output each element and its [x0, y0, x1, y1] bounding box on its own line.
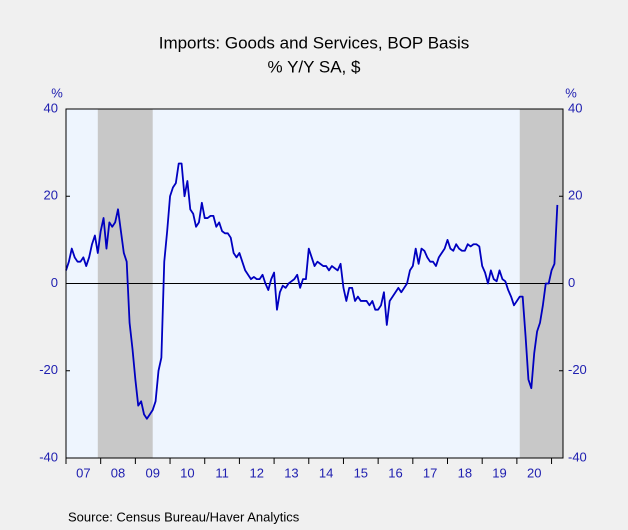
y2-tick-label: 0: [568, 275, 575, 290]
x-tick-label: 18: [458, 465, 472, 480]
y-tick-label: 0: [51, 275, 58, 290]
y2-tick-label: -40: [568, 449, 587, 464]
x-tick-label: 16: [388, 465, 402, 480]
y-tick-label: 20: [44, 188, 58, 203]
y2-tick-label: 20: [568, 188, 582, 203]
x-tick-label: 07: [76, 465, 90, 480]
x-tick-label: 13: [284, 465, 298, 480]
x-tick-label: 19: [492, 465, 506, 480]
source-note: Source: Census Bureau/Haver Analytics: [68, 509, 300, 524]
x-tick-label: 12: [250, 465, 264, 480]
y2-tick-label: -20: [568, 362, 587, 377]
y-tick-label: -20: [39, 362, 58, 377]
chart-title: Imports: Goods and Services, BOP Basis: [159, 33, 470, 52]
x-tick-label: 15: [354, 465, 368, 480]
data-line: [65, 162, 559, 420]
chart-subtitle: % Y/Y SA, $: [268, 57, 361, 76]
x-tick-label: 11: [215, 465, 229, 480]
plot-border: [65, 108, 564, 459]
x-tick-label: 09: [145, 465, 159, 480]
x-tick-label: 14: [319, 465, 333, 480]
y2-tick-label: 40: [568, 100, 582, 115]
x-tick-label: 08: [111, 465, 125, 480]
y-unit-right: %: [565, 85, 577, 100]
x-tick-label: 10: [180, 465, 194, 480]
x-tick-label: 20: [527, 465, 541, 480]
y-tick-label: -40: [39, 449, 58, 464]
y-unit-left: %: [51, 85, 63, 100]
y-tick-label: 40: [44, 100, 58, 115]
x-tick-label: 17: [423, 465, 437, 480]
